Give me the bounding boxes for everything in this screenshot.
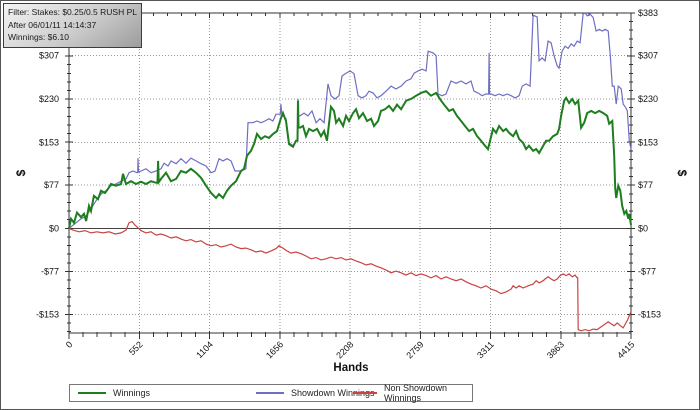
- y-tick-label-left: $0: [49, 223, 59, 233]
- y-tick-label-right: $307: [638, 51, 658, 61]
- legend-swatch-winnings: [78, 392, 106, 394]
- legend-item-non-showdown-winnings[interactable]: Non Showdown Winnings: [353, 383, 472, 403]
- y-axis-labels: $383$383$307$307$230$230$153$153$77$77$0…: [36, 8, 661, 319]
- y-tick-label-left: -$153: [36, 309, 59, 319]
- y-tick-label-right: $153: [638, 137, 658, 147]
- info-line-filter: Filter: Stakes: $0.25/0.5 RUSH PL: [8, 7, 137, 17]
- y-tick-label-left: $153: [39, 137, 59, 147]
- legend-label-non-showdown-winnings: Non Showdown Winnings: [384, 383, 448, 403]
- info-line-after: After 06/01/11 14:14:37: [8, 19, 97, 30]
- y-tick-label-right: $77: [638, 180, 653, 190]
- non-showdown-winnings-line: [68, 220, 632, 332]
- y-tick-label-right: $230: [638, 94, 658, 104]
- x-tick-label: 1656: [264, 339, 285, 360]
- y-tick-label-right: $383: [638, 8, 658, 18]
- y-tick-label-right: $0: [638, 223, 648, 233]
- x-tick-label: 552: [127, 339, 145, 357]
- winnings-line: [68, 90, 632, 229]
- x-tick-label: 3863: [545, 339, 566, 360]
- legend: Winnings Showdown Winnings Non Showdown …: [69, 383, 473, 403]
- info-line-winnings: Winnings: $6.10: [8, 32, 69, 42]
- legend-swatch-showdown-winnings: [256, 392, 284, 394]
- y-tick-label-right: -$77: [638, 267, 656, 277]
- tick-marks: [65, 12, 635, 339]
- y-axis-title-left: $: [14, 169, 28, 177]
- y-axis-title-right: $: [675, 169, 689, 177]
- legend-label-showdown-winnings: Showdown Winnings: [291, 388, 375, 398]
- legend-swatch-non-showdown-winnings: [353, 392, 378, 394]
- x-axis-labels: 0 552 1104 1656 2208 2759 3311 3863 4415: [64, 339, 637, 360]
- y-tick-label-left: $77: [44, 180, 59, 190]
- x-tick-label: 3311: [475, 339, 496, 360]
- legend-label-winnings: Winnings: [113, 388, 151, 398]
- x-tick-label: 0: [64, 339, 75, 350]
- x-axis-title: Hands: [333, 362, 369, 374]
- x-tick-label: 4415: [615, 339, 636, 360]
- gridlines: [69, 13, 631, 333]
- showdown-winnings-line: [68, 12, 632, 229]
- y-tick-label-right: -$153: [638, 309, 661, 319]
- x-tick-label: 1104: [194, 339, 215, 360]
- y-tick-label-left: $230: [39, 94, 59, 104]
- legend-item-showdown-winnings[interactable]: Showdown Winnings: [256, 385, 375, 401]
- y-tick-label-left: $307: [39, 51, 59, 61]
- y-tick-label-left: -$77: [41, 267, 59, 277]
- x-tick-label: 2759: [404, 339, 425, 360]
- x-tick-label: 2208: [334, 339, 355, 360]
- filter-info-box: Filter: Stakes: $0.25/0.5 RUSH PL After …: [3, 3, 142, 48]
- legend-item-winnings[interactable]: Winnings: [78, 385, 150, 401]
